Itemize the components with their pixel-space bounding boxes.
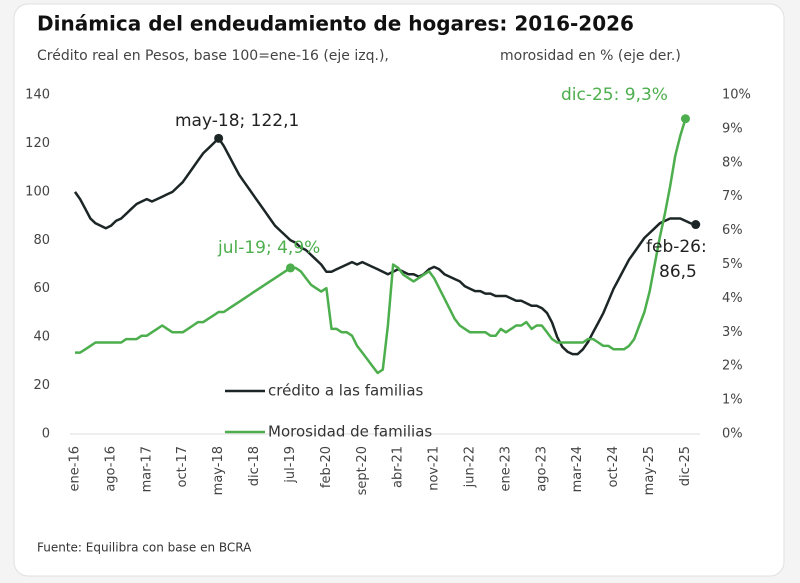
x-tick-label: ago-16 xyxy=(103,446,118,492)
legend-label: Morosidad de familias xyxy=(268,423,432,441)
y2-tick-label: 9% xyxy=(722,121,743,136)
y-tick-label: 140 xyxy=(25,88,50,103)
series-line xyxy=(73,137,696,356)
y2-tick-label: 8% xyxy=(722,155,743,170)
highlight-point xyxy=(691,220,701,230)
annotation: jul-19; 4,9% xyxy=(217,238,320,258)
y2-tick-label: 7% xyxy=(722,189,743,204)
x-tick-label: nov-21 xyxy=(427,446,442,491)
chart-title: Dinámica del endeudamiento de hogares: 2… xyxy=(37,12,634,36)
y-tick-label: 100 xyxy=(25,184,50,199)
y2-tick-label: 4% xyxy=(722,291,743,306)
y-tick-label: 0 xyxy=(42,427,50,442)
annotation: may-18; 122,1 xyxy=(175,111,299,131)
x-tick-label: dic-18 xyxy=(247,446,262,486)
card xyxy=(13,3,785,577)
subtitle-right: morosidad en % (eje der.) xyxy=(500,48,681,64)
y2-tick-label: 2% xyxy=(722,359,743,374)
x-tick-label: jul-19 xyxy=(283,446,298,484)
annotation: dic-25: 9,3% xyxy=(561,85,668,105)
x-tick-label: abr-21 xyxy=(391,446,406,488)
y2-tick-label: 10% xyxy=(722,88,751,103)
x-tick-label: ago-23 xyxy=(534,446,549,492)
x-tick-label: ene-16 xyxy=(68,446,83,491)
x-tick-label: feb-20 xyxy=(319,446,334,488)
annotation: feb-26: xyxy=(646,237,707,257)
y2-tick-label: 3% xyxy=(722,325,743,340)
highlight-point xyxy=(214,133,224,143)
x-tick-label: sept-20 xyxy=(355,446,370,495)
x-tick-label: mar-24 xyxy=(570,446,585,492)
source: Fuente: Equilibra con base en BCRA xyxy=(37,541,252,555)
x-tick-label: may-18 xyxy=(211,446,226,495)
x-tick-label: dic-25 xyxy=(678,446,693,486)
y2-tick-label: 0% xyxy=(722,427,743,442)
highlight-point xyxy=(680,114,690,124)
x-tick-label: may-25 xyxy=(642,446,657,495)
y2-tick-label: 5% xyxy=(722,257,743,272)
x-tick-label: mar-17 xyxy=(139,446,154,492)
x-tick-label: oct-24 xyxy=(606,446,621,487)
annotation: 86,5 xyxy=(659,262,697,282)
x-tick-label: jun-22 xyxy=(463,446,478,488)
highlight-point xyxy=(285,263,295,273)
y-tick-label: 40 xyxy=(33,330,50,345)
x-tick-label: oct-17 xyxy=(175,446,190,487)
y-tick-label: 120 xyxy=(25,136,50,151)
x-tick-label: ene-23 xyxy=(498,446,513,491)
legend-label: crédito a las familias xyxy=(268,382,424,400)
series-line xyxy=(75,118,687,375)
y2-tick-label: 1% xyxy=(722,393,743,408)
y-tick-label: 20 xyxy=(33,378,50,393)
y2-tick-label: 6% xyxy=(722,223,743,238)
subtitle: Crédito real en Pesos, base 100=ene-16 (… xyxy=(37,48,389,64)
y-tick-label: 80 xyxy=(33,233,50,248)
y-tick-label: 60 xyxy=(33,281,50,296)
